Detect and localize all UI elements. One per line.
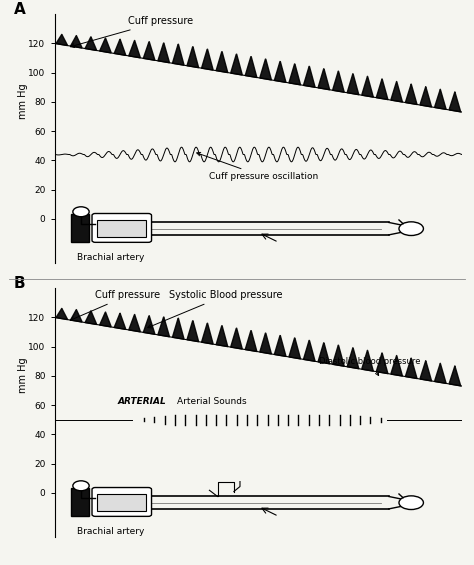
Text: Brachial artery: Brachial artery bbox=[77, 253, 144, 262]
Text: Arterial Sounds: Arterial Sounds bbox=[177, 397, 246, 406]
Text: Cuff pressure: Cuff pressure bbox=[71, 16, 193, 47]
FancyBboxPatch shape bbox=[92, 214, 152, 242]
Bar bbox=[97, 494, 146, 511]
Circle shape bbox=[73, 207, 89, 217]
Ellipse shape bbox=[399, 222, 423, 236]
Text: ARTERIAL: ARTERIAL bbox=[118, 397, 166, 406]
Text: Diastolic blood pressure: Diastolic blood pressure bbox=[319, 357, 421, 376]
Text: Systolic Blood pressure: Systolic Blood pressure bbox=[148, 290, 282, 328]
Bar bbox=[71, 214, 89, 242]
Bar bbox=[71, 488, 89, 516]
Text: B: B bbox=[14, 276, 26, 291]
Circle shape bbox=[73, 481, 89, 491]
Y-axis label: mm Hg: mm Hg bbox=[18, 83, 28, 119]
Ellipse shape bbox=[399, 496, 423, 510]
Text: Cuff pressure: Cuff pressure bbox=[70, 290, 160, 320]
Y-axis label: mm Hg: mm Hg bbox=[18, 357, 28, 393]
Text: Brachial artery: Brachial artery bbox=[77, 527, 144, 536]
Text: Cuff pressure oscillation: Cuff pressure oscillation bbox=[197, 153, 319, 181]
Text: A: A bbox=[14, 2, 26, 17]
Bar bbox=[97, 220, 146, 237]
FancyBboxPatch shape bbox=[92, 488, 152, 516]
